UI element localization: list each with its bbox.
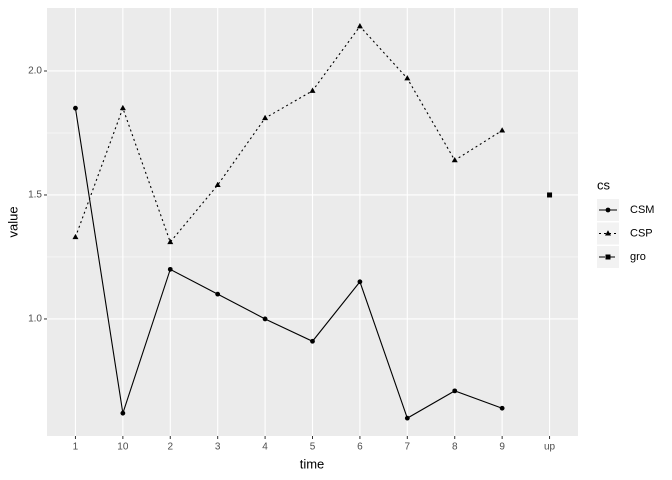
x-axis-title: time <box>300 456 325 471</box>
x-tick-label: 6 <box>357 442 363 453</box>
y-tick-label: 1.0 <box>28 314 42 325</box>
legend-title: cs <box>597 177 611 192</box>
x-tick-label: 3 <box>215 442 221 453</box>
x-tick-label: 2 <box>167 442 173 453</box>
data-point <box>499 127 506 133</box>
data-point <box>404 415 410 421</box>
legend-label: gro <box>630 251 646 263</box>
y-tick-label: 1.5 <box>28 190 42 201</box>
data-point <box>356 23 363 29</box>
legend-key-marker <box>605 207 611 213</box>
x-tick-label: 7 <box>405 442 411 453</box>
x-tick-label: 1 <box>73 442 79 453</box>
x-tick-label: 5 <box>310 442 316 453</box>
data-point <box>309 87 316 93</box>
data-point <box>214 181 221 188</box>
x-tick-label: 10 <box>117 442 129 453</box>
data-point <box>262 316 268 322</box>
data-point <box>404 75 411 81</box>
data-point <box>262 114 269 121</box>
data-point <box>120 410 126 416</box>
data-point <box>452 388 458 394</box>
data-point <box>167 238 174 245</box>
legend-label: CSM <box>630 204 654 216</box>
series-line <box>74 108 503 419</box>
data-point <box>451 156 458 163</box>
x-tick-label: 9 <box>499 442 505 453</box>
data-point <box>215 291 221 297</box>
data-point <box>167 266 173 272</box>
data-point <box>357 279 363 285</box>
data-point <box>547 192 553 198</box>
x-tick-label: 4 <box>262 442 268 453</box>
data-point <box>310 338 315 344</box>
legend-key-marker <box>605 254 611 260</box>
x-tick-label: 8 <box>452 442 458 453</box>
data-point <box>119 104 126 111</box>
data-point <box>499 405 505 411</box>
data-point <box>73 105 78 111</box>
x-tick-label: up <box>544 442 556 453</box>
y-axis-title: value <box>5 206 20 237</box>
legend-label: CSP <box>630 227 653 239</box>
data-point <box>72 233 79 240</box>
y-tick-label: 2.0 <box>28 66 42 77</box>
legend-key-marker <box>605 230 611 236</box>
